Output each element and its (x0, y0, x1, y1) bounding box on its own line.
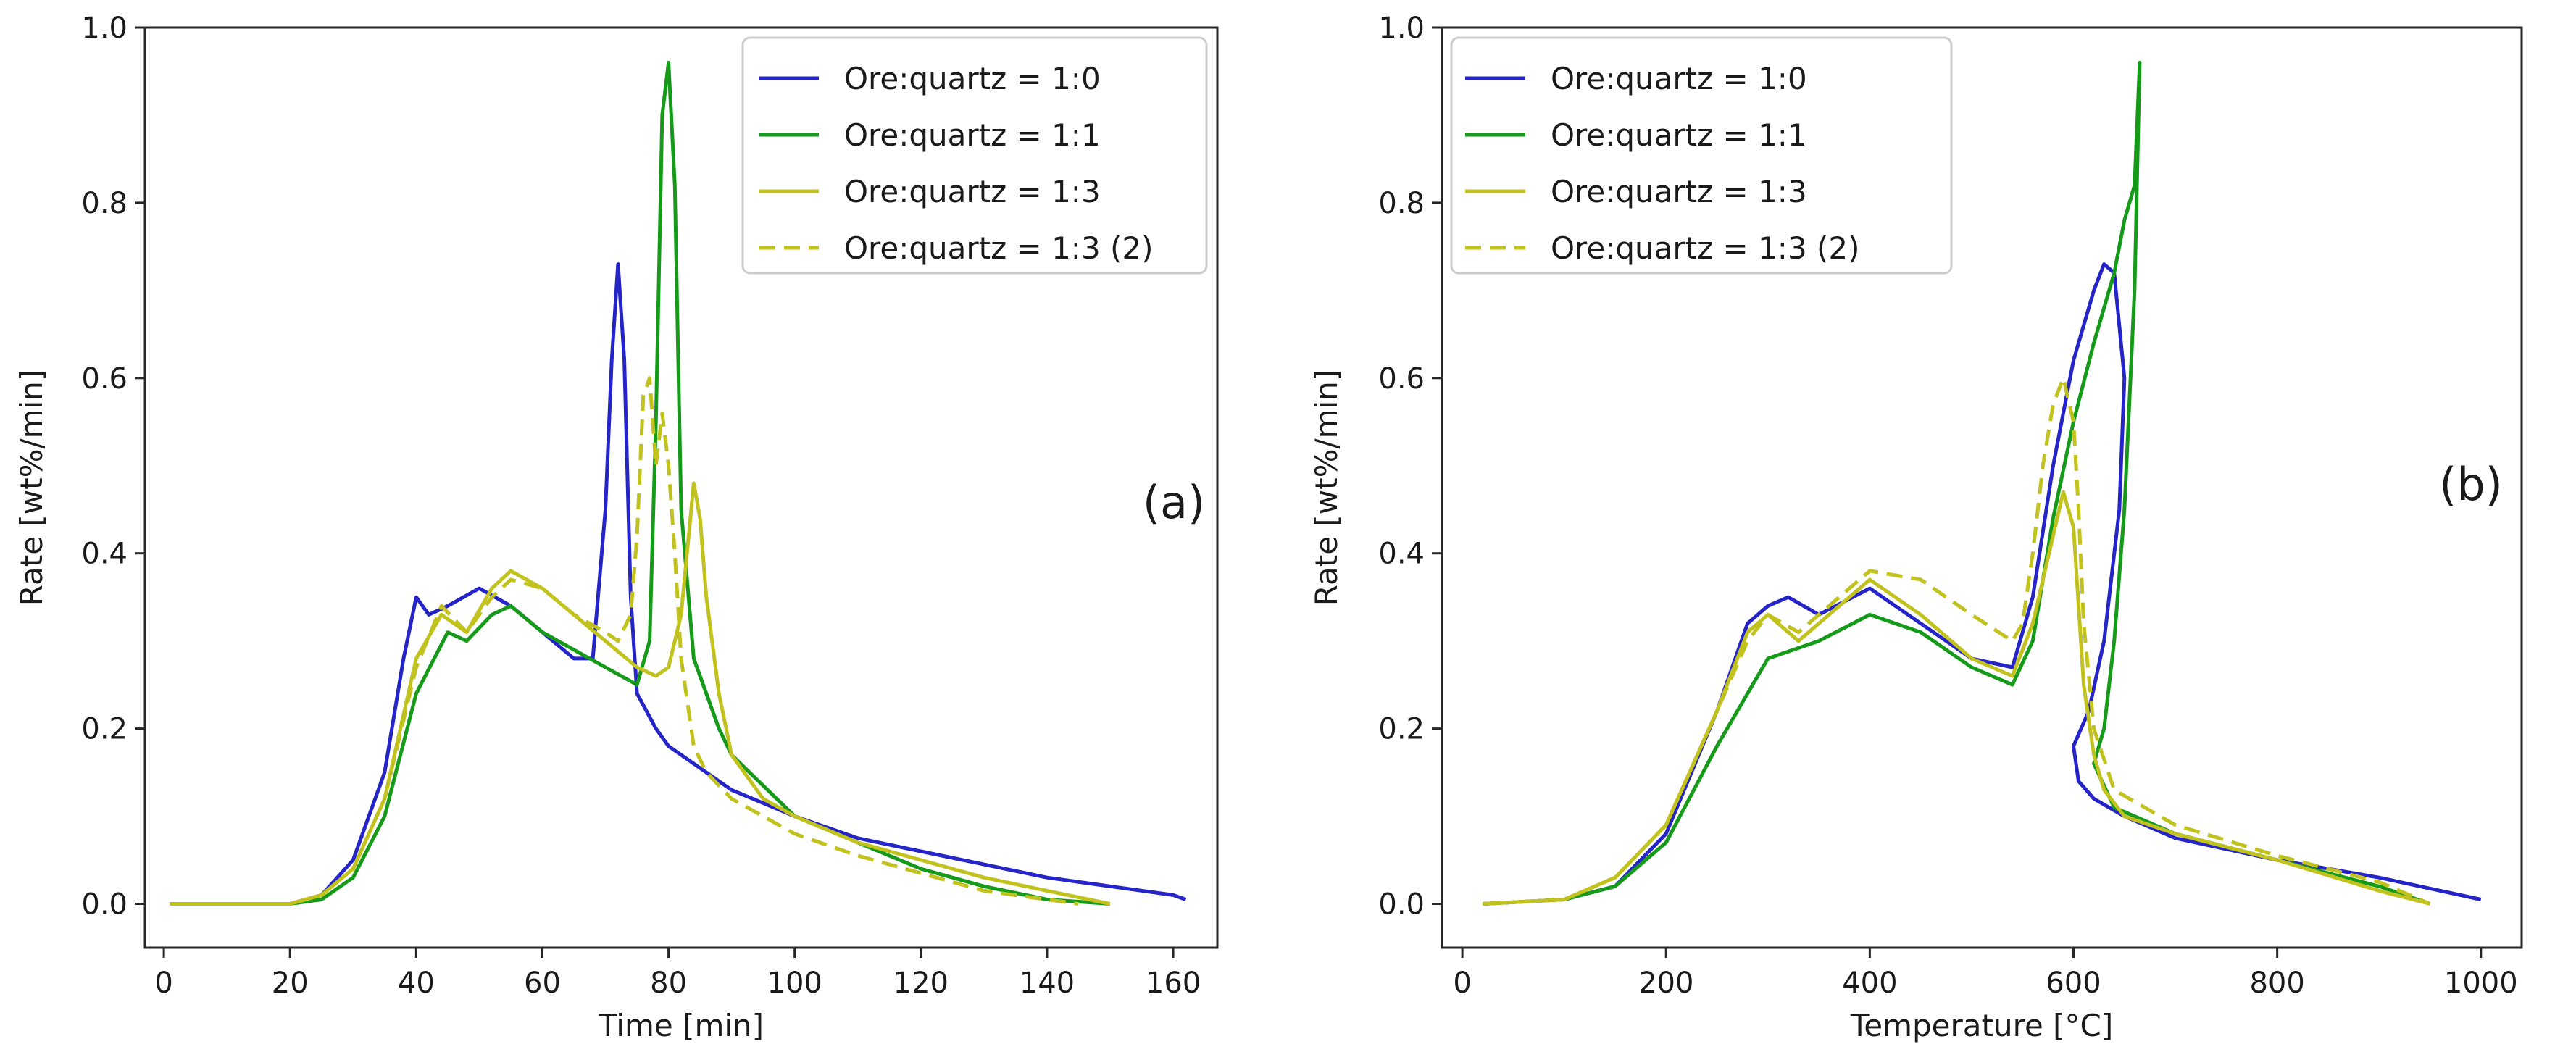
x-axis-label-b: Temperature [°C] (1850, 1008, 2114, 1043)
legend-b: Ore:quartz = 1:0 Ore:quartz = 1:1 Ore:quar… (1450, 36, 1953, 275)
x-axis-ticks-b: 0 200 400 600 800 1000 (1453, 948, 2518, 1000)
series-line-b-3 (1483, 376, 2431, 906)
legend-a: Ore:quartz = 1:0 Ore:quartz = 1:1 Ore:quar… (741, 36, 1208, 275)
series-line-a-2 (170, 481, 1111, 906)
y-tick-label-b-4: 0.8 (1378, 187, 1425, 220)
plot-frame-a (143, 26, 1219, 949)
x-tick-label-b-0: 0 (1453, 967, 1471, 1000)
x-tick-label-a-4: 80 (650, 967, 687, 1000)
x-tick-label-a-6: 120 (893, 967, 949, 1000)
legend-label-a-1: Ore:quartz = 1:1 (844, 117, 1101, 153)
legend-box-b (1450, 36, 1953, 275)
x-tick-label-a-2: 40 (398, 967, 435, 1000)
y-tick-label-b-3: 0.6 (1378, 362, 1425, 396)
series-lines-b (1483, 60, 2482, 906)
panel-label-a: (a) (1143, 476, 1205, 529)
chart-panel-b: 0 200 400 600 800 1000 0.0 0.2 0.4 0.6 0.8 1.0 Tem… (1309, 12, 2523, 1043)
y-axis-label-a: Rate [wt%/min] (14, 370, 49, 606)
x-tick-label-b-2: 400 (1842, 967, 1897, 1000)
y-axis-ticks-b: 0.0 0.2 0.4 0.6 0.8 1.0 (1378, 12, 1442, 922)
legend-label-b-0: Ore:quartz = 1:0 (1551, 61, 1807, 96)
x-axis-ticks-a: 0 20 40 60 80 100 120 140 160 (154, 948, 1201, 1000)
y-axis-label-b: Rate [wt%/min] (1309, 370, 1344, 606)
y-tick-label-b-0: 0.0 (1378, 888, 1425, 922)
x-axis-label-a: Time [min] (598, 1008, 764, 1043)
legend-box-a (741, 36, 1208, 275)
y-tick-label-a-4: 0.8 (81, 187, 128, 220)
x-tick-label-a-8: 160 (1146, 967, 1201, 1000)
y-tick-label-a-5: 1.0 (81, 12, 128, 45)
series-line-b-0 (1483, 262, 2482, 906)
legend-label-b-1: Ore:quartz = 1:1 (1551, 117, 1807, 153)
y-tick-label-b-2: 0.4 (1378, 538, 1425, 571)
x-tick-label-a-3: 60 (524, 967, 561, 1000)
x-tick-label-b-3: 600 (2046, 967, 2101, 1000)
legend-label-a-3: Ore:quartz = 1:3 (2) (844, 230, 1154, 266)
y-tick-label-b-5: 1.0 (1378, 12, 1425, 45)
x-tick-label-a-0: 0 (154, 967, 172, 1000)
series-lines-a (170, 60, 1187, 906)
y-tick-label-a-1: 0.2 (81, 713, 128, 746)
legend-label-b-3: Ore:quartz = 1:3 (2) (1551, 230, 1860, 266)
x-tick-label-a-1: 20 (272, 967, 309, 1000)
x-tick-label-a-7: 140 (1020, 967, 1075, 1000)
legend-label-a-0: Ore:quartz = 1:0 (844, 61, 1101, 96)
y-tick-label-a-3: 0.6 (81, 362, 128, 396)
x-tick-label-b-5: 1000 (2444, 967, 2518, 1000)
y-tick-label-a-2: 0.4 (81, 538, 128, 571)
series-line-a-3 (170, 376, 1079, 906)
x-tick-label-a-5: 100 (767, 967, 822, 1000)
panel-label-b: (b) (2439, 458, 2503, 511)
chart-panel-a: 0 20 40 60 80 100 120 140 160 0.0 0.2 0.4 0.6 0.8 1.0… (14, 12, 1219, 1043)
legend-label-b-2: Ore:quartz = 1:3 (1551, 174, 1807, 209)
series-line-a-0 (170, 262, 1187, 906)
y-tick-label-a-0: 0.0 (81, 888, 128, 922)
y-axis-ticks-a: 0.0 0.2 0.4 0.6 0.8 1.0 (81, 12, 145, 922)
plot-frame-b (1441, 26, 2523, 949)
x-tick-label-b-4: 800 (2249, 967, 2304, 1000)
x-tick-label-b-1: 200 (1638, 967, 1693, 1000)
y-tick-label-b-1: 0.2 (1378, 713, 1425, 746)
legend-label-a-2: Ore:quartz = 1:3 (844, 174, 1101, 209)
series-line-b-2 (1483, 490, 2431, 906)
